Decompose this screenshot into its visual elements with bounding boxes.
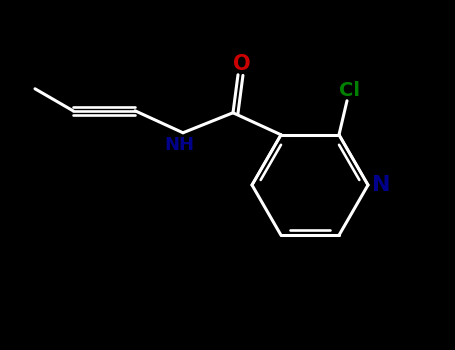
Text: NH: NH — [164, 136, 194, 154]
Text: N: N — [372, 175, 390, 195]
Text: Cl: Cl — [339, 81, 359, 100]
Text: O: O — [233, 54, 251, 74]
